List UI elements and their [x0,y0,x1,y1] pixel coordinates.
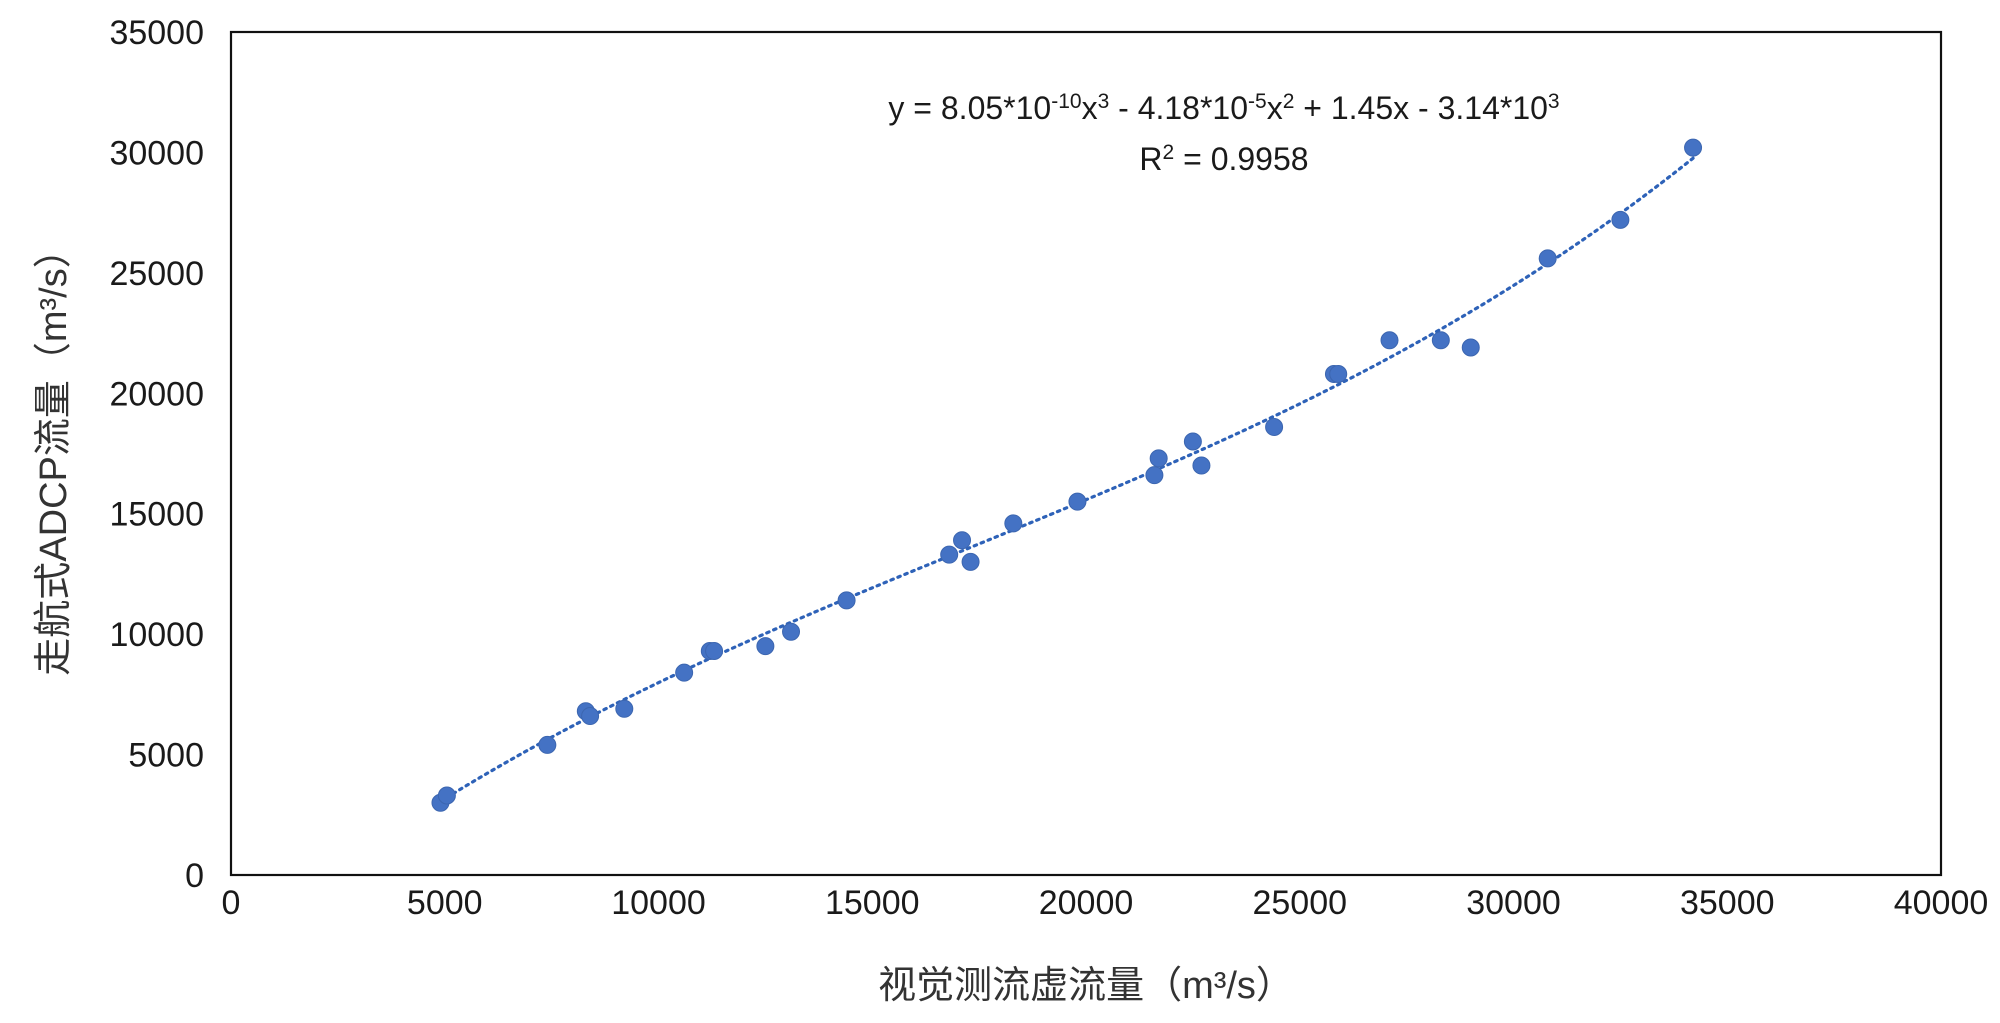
x-tick-label: 15000 [825,884,920,922]
x-tick-label: 30000 [1466,884,1561,922]
x-tick-label: 5000 [407,884,483,922]
x-axis-title: 视觉测流虚流量（m³/s） [878,965,1294,1007]
y-tick-label: 20000 [109,375,204,413]
x-axis-ticks: 0 5000 10000 15000 20000 25000 30000 35000 40000 [222,884,1989,922]
data-point [1329,365,1348,384]
data-point [953,531,972,550]
data-point [1004,514,1023,533]
data-point [1431,331,1450,350]
data-point [538,735,557,754]
y-axis-title: 走航式ADCP流量（m³/s） [33,230,75,675]
data-point [675,663,694,682]
plot-frame [229,30,1943,877]
data-point [705,642,724,661]
data-point [756,637,775,656]
points-layer [431,138,1703,812]
trendline-layer [438,156,1695,803]
x-tick-label: 35000 [1680,884,1775,922]
data-point [1192,456,1211,475]
x-tick-label: 40000 [1894,884,1989,922]
y-tick-label: 5000 [128,737,204,775]
y-axis-ticks: 0 5000 10000 15000 20000 25000 30000 35000 [109,14,204,895]
x-tick-label: 25000 [1252,884,1347,922]
data-point [940,545,959,564]
y-tick-label: 35000 [109,14,204,52]
data-point [1380,331,1399,350]
x-tick-label: 20000 [1039,884,1134,922]
data-point [782,622,801,641]
data-point [581,707,600,726]
x-tick-label: 0 [222,884,241,922]
x-tick-label: 10000 [611,884,706,922]
data-point [437,786,456,805]
y-tick-label: 10000 [109,616,204,654]
data-point [1145,466,1164,485]
annotation-layer: y = 8.05*10-10x3 - 4.18*10-5x2 + 1.45x -… [888,90,1559,178]
data-point [1149,449,1168,468]
y-tick-label: 30000 [109,134,204,172]
data-point [1183,432,1202,451]
data-point [1538,249,1557,268]
r-squared-label: R2 = 0.9958 [1139,141,1308,178]
data-point [1461,338,1480,357]
y-tick-label: 15000 [109,496,204,534]
y-tick-label: 25000 [109,255,204,293]
data-point [615,699,634,718]
trendline [438,156,1695,803]
trendline-equation: y = 8.05*10-10x3 - 4.18*10-5x2 + 1.45x -… [888,90,1559,127]
data-point [961,552,980,571]
data-point [1265,418,1284,437]
data-point [837,591,856,610]
data-point [1611,210,1630,229]
data-point [1068,492,1087,511]
y-tick-label: 0 [185,857,204,895]
data-point [1684,138,1703,157]
